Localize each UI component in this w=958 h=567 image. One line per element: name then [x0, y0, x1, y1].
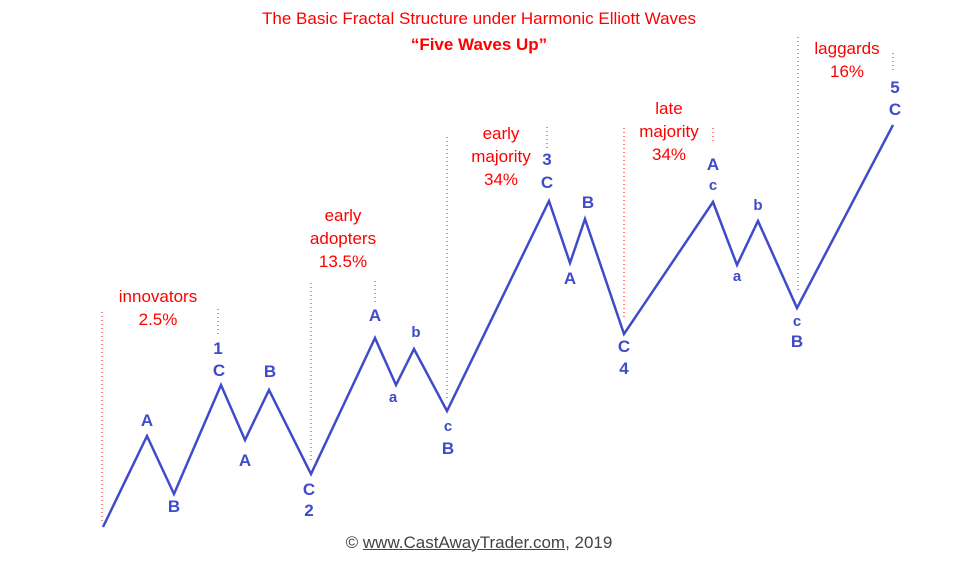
- phase-early-majority: early majority 34%: [441, 122, 561, 191]
- wave-label: C: [302, 480, 316, 499]
- copyright-notice: © www.CastAwayTrader.com, 2019: [0, 533, 958, 553]
- wave-label: A: [368, 306, 382, 325]
- wave-label: A: [563, 269, 577, 288]
- wave-label: B: [581, 193, 595, 212]
- elliott-wave-line: [101, 124, 895, 528]
- wave-number-label: 2: [304, 501, 314, 520]
- wave-label: a: [732, 268, 742, 285]
- phase-laggards: laggards 16%: [787, 37, 907, 83]
- wave-label: A: [238, 451, 252, 470]
- phase-late-majority: late majority 34%: [609, 97, 729, 166]
- wave-number-label: 4: [619, 359, 629, 378]
- phase-early-majority-share: 34%: [483, 170, 519, 189]
- wave-number-label: 3: [542, 150, 552, 169]
- diagram-title: The Basic Fractal Structure under Harmon…: [262, 9, 696, 28]
- phase-early-adopters: early adopters 13.5%: [283, 204, 403, 273]
- wave-number-label: 5: [890, 78, 900, 97]
- phase-late-majority-line1: late: [655, 99, 683, 118]
- phase-early-adopters-line2: adopters: [309, 229, 377, 248]
- copyright-year: , 2019: [565, 533, 613, 552]
- wave-label: C: [212, 361, 226, 380]
- copyright-prefix: ©: [345, 533, 363, 552]
- diagram-subtitle: “Five Waves Up”: [410, 35, 548, 54]
- wave-label: B: [790, 332, 804, 351]
- phase-late-majority-line2: majority: [639, 122, 699, 141]
- wave-label: B: [167, 497, 181, 516]
- phase-laggards-share: 16%: [829, 62, 865, 81]
- wave-label: c: [708, 177, 718, 194]
- wave-label: C: [540, 173, 554, 192]
- phase-innovators-share: 2.5%: [138, 310, 178, 329]
- website-link[interactable]: www.CastAwayTrader.com: [362, 533, 566, 552]
- wave-label: c: [792, 313, 802, 330]
- wave-number-label: 1: [213, 339, 223, 358]
- phase-innovators-name: innovators: [118, 287, 198, 306]
- wave-label: B: [263, 362, 277, 381]
- wave-label: C: [888, 100, 902, 119]
- phase-late-majority-share: 34%: [651, 145, 687, 164]
- wave-label: A: [706, 155, 720, 174]
- wave-label: C: [617, 337, 631, 356]
- phase-early-majority-line2: majority: [471, 147, 531, 166]
- wave-label: A: [140, 411, 154, 430]
- wave-label: B: [441, 439, 455, 458]
- phase-early-majority-line1: early: [482, 124, 520, 143]
- wave-label: b: [411, 324, 421, 341]
- wave-label: c: [443, 418, 453, 435]
- phase-early-adopters-line1: early: [324, 206, 362, 225]
- wave-label: b: [753, 197, 763, 214]
- phase-laggards-name: laggards: [814, 39, 880, 58]
- phase-early-adopters-share: 13.5%: [318, 252, 368, 271]
- phase-innovators: innovators 2.5%: [98, 285, 218, 331]
- wave-label: a: [388, 389, 398, 406]
